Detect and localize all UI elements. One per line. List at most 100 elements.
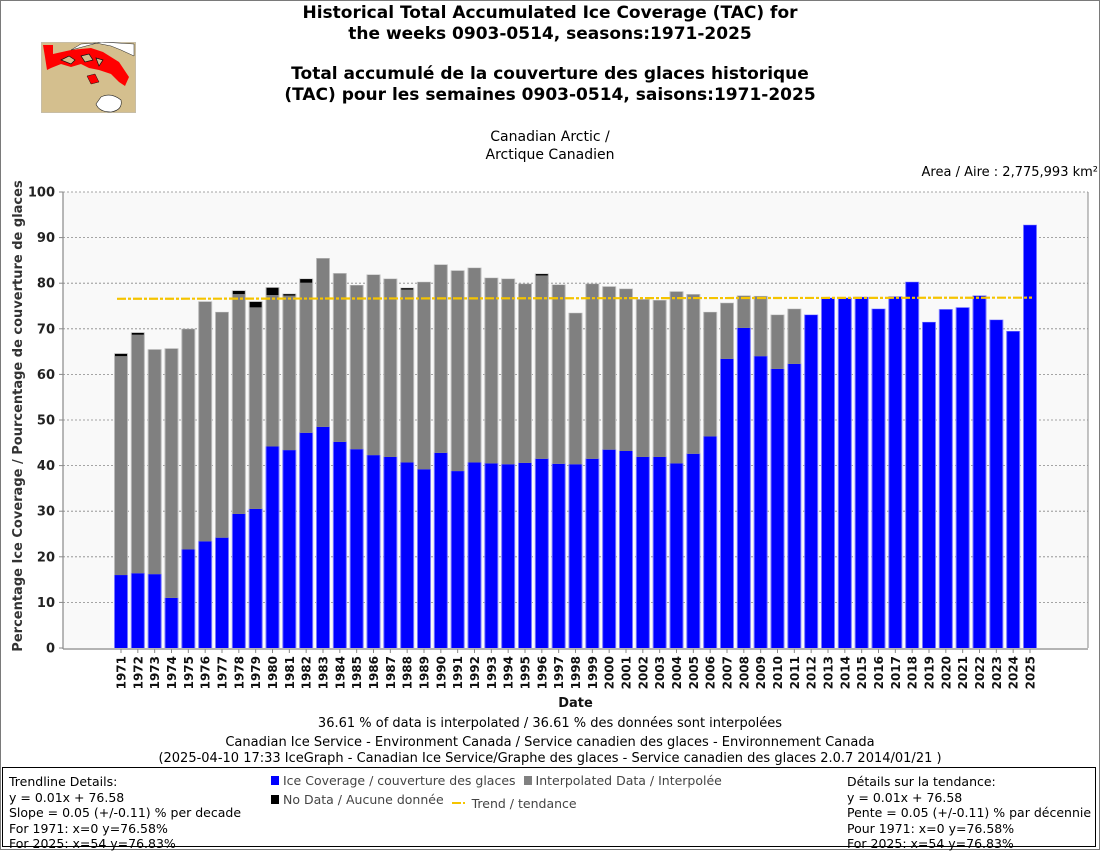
bar-interpolated-1987 [384,279,397,457]
x-tick-label: 1979 [249,656,263,689]
x-tick-label: 1975 [182,656,196,689]
bar-interpolated-2004 [670,291,683,464]
source-line: Canadian Ice Service - Environment Canad… [225,735,875,750]
region-line-2: Arctique Canadien [485,147,615,163]
x-tick-label: 1998 [569,656,583,689]
legend-item-interpolated: Interpolated Data / Interpolée [523,771,722,790]
bar-ice-1975 [182,549,195,648]
legend-item-no-data: No Data / Aucune donnée [271,790,444,809]
area-label: Area / Aire : 2,775,993 km² [921,165,1098,180]
bar-interpolated-1990 [434,264,447,453]
bar-interpolated-1980 [266,295,279,447]
bar-interpolated-1981 [283,295,296,451]
trend-en-title: Trendline Details: [9,774,118,789]
bar-ice-2020 [939,309,952,648]
x-tick-label: 2016 [872,656,886,689]
bar-ice-2012 [805,315,818,648]
trendline-details-fr: Détails sur la tendance: y = 0.01x + 76.… [847,774,1091,852]
bar-ice-2010 [771,368,784,648]
bar-ice-1995 [519,462,531,648]
bar-interpolated-1978 [232,294,245,514]
legend-item-ice: Ice Coverage / couverture des glaces [271,771,516,790]
bar-no_data-1979 [249,301,262,308]
title-fr-line-2: (TAC) pour les semaines 0903-0514, saiso… [284,85,816,105]
trend-swatch-icon [451,802,468,804]
bar-ice-1977 [216,537,228,648]
bar-interpolated-1991 [451,270,464,472]
bar-ice-1989 [418,469,430,648]
bar-ice-2007 [721,358,733,648]
x-tick-label: 2008 [737,656,751,689]
bar-ice-1980 [266,446,279,648]
x-tick-label: 2019 [923,656,937,689]
x-tick-label: 1993 [485,656,499,689]
bar-ice-2008 [737,327,750,648]
trend-fr-slope: Pente = 0.05 (+/-0.11) % par décennie [847,805,1092,820]
bar-ice-2013 [822,298,834,648]
bar-ice-2023 [990,320,1003,648]
bar-ice-1996 [535,458,548,648]
x-tick-label: 2001 [620,656,634,689]
y-tick-label: 50 [37,414,55,429]
x-tick-label: 2004 [670,656,684,689]
bar-ice-2004 [670,463,683,648]
x-tick-label: 2022 [973,656,987,689]
bar-interpolated-2010 [771,315,784,369]
title-en-line-2: the weeks 0903-0514, seasons:1971-2025 [348,24,752,44]
bar-ice-1994 [502,464,515,648]
bar-interpolated-1995 [519,284,531,463]
bar-interpolated-1992 [468,268,481,463]
legend-trend-label: Trend / tendance [471,795,577,811]
region-subtitle: Canadian Arctic / Arctique Canadien [300,128,800,164]
x-tick-label: 1983 [317,656,331,689]
interpolated-swatch-icon [523,776,532,785]
x-tick-label: 2023 [990,656,1004,689]
x-tick-label: 1981 [283,656,297,689]
x-tick-label: 2000 [603,656,617,689]
bar-no_data-1978 [232,290,245,295]
trendline-details-en: Trendline Details: y = 0.01x + 76.58 Slo… [9,774,241,852]
x-tick-label: 2017 [889,656,903,689]
region-map-thumbnail [41,42,136,113]
y-tick-label: 90 [37,231,55,246]
trend-fr-equation: y = 0.01x + 76.58 [847,789,963,805]
bar-no_data-1988 [401,288,414,290]
bar-interpolated-1985 [350,285,363,450]
x-tick-label: 2007 [721,656,735,689]
bar-interpolated-2006 [704,312,717,437]
bar-no_data-1980 [266,287,279,296]
trend-en-slope: Slope = 0.05 (+/-0.11) % per decade [9,805,242,820]
bar-interpolated-1983 [317,258,329,427]
bar-ice-2022 [973,295,986,648]
bar-ice-1984 [333,441,346,648]
x-tick-label: 2025 [1024,656,1038,689]
bar-ice-1986 [367,455,380,648]
trend-en-first: For 1971: x=0 y=76.58% [9,820,168,836]
y-tick-label: 10 [37,596,55,611]
x-tick-label: 2024 [1007,656,1021,689]
bar-ice-2006 [704,436,717,648]
bar-ice-2025 [1024,225,1036,648]
y-tick-label: 0 [46,642,55,657]
trend-en-last: For 2025: x=54 y=76.83% [9,836,176,851]
trend-fr-title: Détails sur la tendance: [847,774,996,789]
bar-interpolated-1994 [502,279,515,465]
x-tick-label: 2021 [956,656,970,689]
bar-ice-2016 [872,309,885,648]
bar-ice-2005 [687,453,700,648]
bar-ice-2011 [788,363,801,648]
x-tick-label: 1977 [216,656,230,689]
y-tick-label: 30 [37,505,55,520]
bar-no_data-1982 [300,279,313,283]
x-tick-label: 2012 [805,656,819,689]
bar-ice-1997 [552,463,565,648]
bar-no_data-1996 [535,274,548,276]
bar-interpolated-1973 [148,349,161,575]
bar-interpolated-1984 [333,273,346,442]
bar-interpolated-1979 [249,307,262,509]
y-axis-label: Percentage Ice Coverage / Pourcentage de… [11,180,26,652]
bar-ice-2001 [620,451,632,648]
bar-no_data-1972 [131,332,144,335]
bar-interpolated-1986 [367,274,380,456]
bar-interpolated-1999 [586,284,599,459]
